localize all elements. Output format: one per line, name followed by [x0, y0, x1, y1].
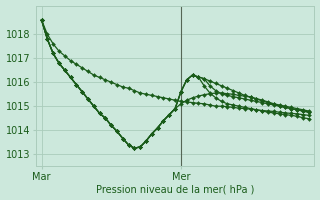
X-axis label: Pression niveau de la mer( hPa ): Pression niveau de la mer( hPa ): [96, 184, 254, 194]
